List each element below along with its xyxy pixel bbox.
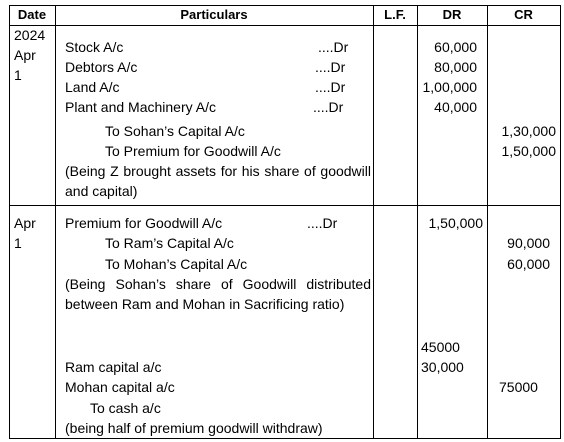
entry1-debit-account: Land A/c [65, 79, 120, 95]
entry2-cr-amount: 60,000 [507, 256, 550, 272]
entry3-debit-account: Mohan capital a/c [65, 379, 175, 395]
entry1-dr-amount: 1,00,000 [422, 79, 478, 95]
entry-divider [9, 205, 561, 206]
table-border-left [9, 5, 10, 439]
table-border-top [9, 5, 561, 6]
entry1-date-month: Apr [14, 47, 36, 63]
entry3-cr-amount: 75000 [499, 379, 538, 395]
entry3-narration: (being half of premium goodwill withdraw… [65, 420, 323, 436]
entry3-credit-account: To cash a/c [90, 400, 161, 416]
entry2-cr-amount: 90,000 [507, 235, 550, 251]
entry2-date-month: Apr [14, 215, 36, 231]
entry1-dr-amount: 60,000 [434, 39, 477, 55]
entry1-dr-marker: ....Dr [313, 99, 344, 115]
entry1-narration: (Being Z brought assets for his share of… [65, 163, 371, 199]
entry1-dr-marker: ....Dr [318, 39, 349, 55]
header-divider [9, 25, 561, 26]
entry3-dr-amount: 30,000 [421, 359, 464, 375]
entry2-debit-account: Premium for Goodwill A/c [65, 215, 223, 231]
entry1-date-day: 1 [14, 67, 22, 83]
entry2-date-day: 1 [14, 235, 22, 251]
entry1-debit-account: Debtors A/c [65, 59, 138, 75]
journal-table: Date Particulars L.F. DR CR 2024 Apr 1 S… [9, 5, 561, 439]
entry2-narration: (Being Sohan’s share of Goodwill distrib… [65, 276, 371, 312]
entry1-cr-amount: 1,50,000 [501, 143, 557, 159]
entry3-dr-amount: 45000 [421, 339, 460, 355]
entry1-debit-account: Stock A/c [65, 39, 124, 55]
header-dr: DR [442, 7, 462, 22]
entry1-date-year: 2024 [14, 27, 46, 43]
header-date: Date [17, 7, 47, 22]
col-divider-particulars [373, 5, 374, 439]
entry1-dr-amount: 80,000 [434, 59, 477, 75]
entry1-debit-account: Plant and Machinery A/c [65, 99, 216, 115]
header-particulars: Particulars [180, 7, 248, 22]
table-border-right [560, 5, 561, 439]
entry2-credit-account: To Ram’s Capital A/c [105, 235, 234, 251]
entry2-credit-account: To Mohan’s Capital A/c [105, 256, 248, 272]
header-lf: L.F. [384, 7, 406, 22]
entry3-debit-account: Ram capital a/c [65, 359, 162, 375]
entry1-dr-marker: ....Dr [315, 59, 346, 75]
entry1-dr-amount: 40,000 [434, 99, 477, 115]
entry1-credit-account: To Sohan’s Capital A/c [105, 123, 245, 139]
table-border-bottom [9, 438, 561, 439]
col-divider-lf [417, 5, 418, 439]
col-divider-dr [487, 5, 488, 439]
entry1-cr-amount: 1,30,000 [501, 123, 557, 139]
entry1-credit-account: To Premium for Goodwill A/c [105, 143, 281, 159]
entry2-dr-marker: ....Dr [307, 215, 338, 231]
header-cr: CR [514, 7, 533, 22]
col-divider-date [55, 5, 56, 439]
entry2-dr-amount: 1,50,000 [428, 215, 484, 231]
entry1-dr-marker: ....Dr [315, 79, 346, 95]
